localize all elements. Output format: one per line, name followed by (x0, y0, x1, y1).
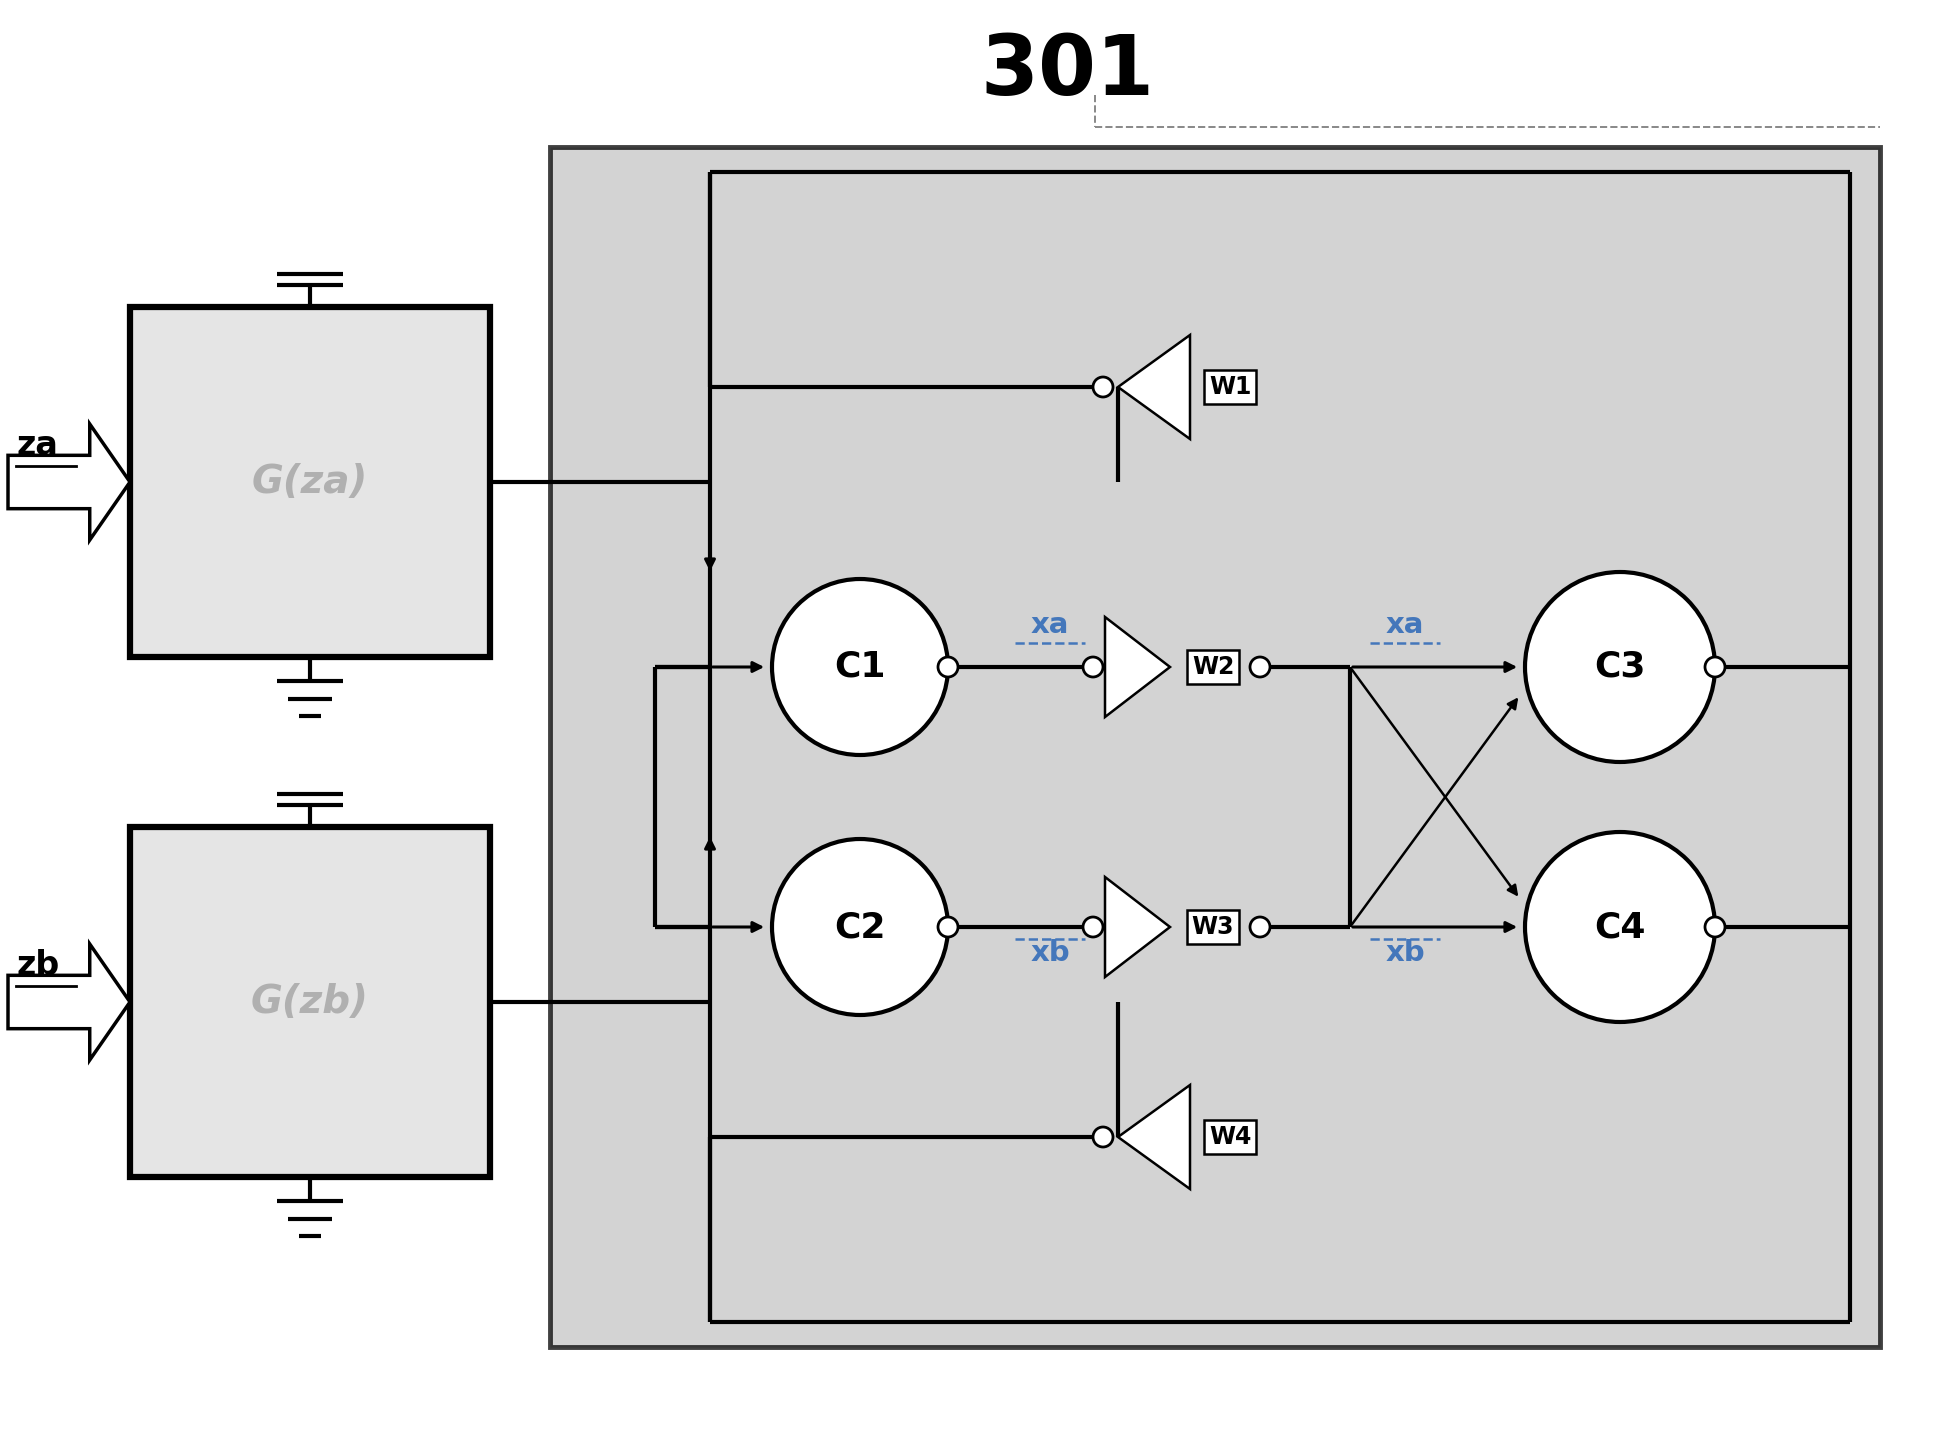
Bar (130, 308, 490, 657)
Text: C4: C4 (1594, 910, 1646, 944)
Text: C2: C2 (835, 910, 885, 944)
Circle shape (1083, 917, 1102, 937)
Text: 301: 301 (980, 32, 1154, 112)
Text: W2: W2 (1191, 655, 1234, 680)
Text: C1: C1 (835, 650, 885, 684)
Polygon shape (1118, 335, 1189, 438)
Text: zb: zb (15, 948, 60, 981)
Circle shape (1705, 657, 1726, 677)
Circle shape (1083, 657, 1102, 677)
Bar (550, 147, 1881, 1346)
Text: xb: xb (1385, 938, 1426, 967)
Text: W1: W1 (1209, 375, 1251, 399)
Circle shape (1524, 832, 1714, 1022)
Polygon shape (1104, 877, 1170, 977)
Text: W4: W4 (1209, 1125, 1251, 1150)
Circle shape (938, 917, 959, 937)
Bar (130, 828, 490, 1177)
Text: W3: W3 (1191, 915, 1234, 938)
Circle shape (1524, 572, 1714, 762)
Circle shape (1249, 657, 1271, 677)
Circle shape (773, 839, 947, 1015)
Text: G(zb): G(zb) (252, 983, 368, 1022)
Text: G(za): G(za) (252, 463, 368, 502)
Text: xa: xa (1030, 611, 1069, 639)
Circle shape (1705, 917, 1726, 937)
Circle shape (938, 657, 959, 677)
Text: C3: C3 (1594, 650, 1646, 684)
Polygon shape (1118, 1085, 1189, 1188)
Circle shape (1249, 917, 1271, 937)
Text: xa: xa (1385, 611, 1424, 639)
Text: xb: xb (1030, 938, 1069, 967)
Circle shape (1092, 1127, 1114, 1147)
Circle shape (1092, 376, 1114, 397)
Polygon shape (1104, 616, 1170, 717)
Polygon shape (8, 944, 130, 1061)
Polygon shape (8, 424, 130, 540)
Text: za: za (15, 430, 58, 463)
Circle shape (773, 579, 947, 754)
